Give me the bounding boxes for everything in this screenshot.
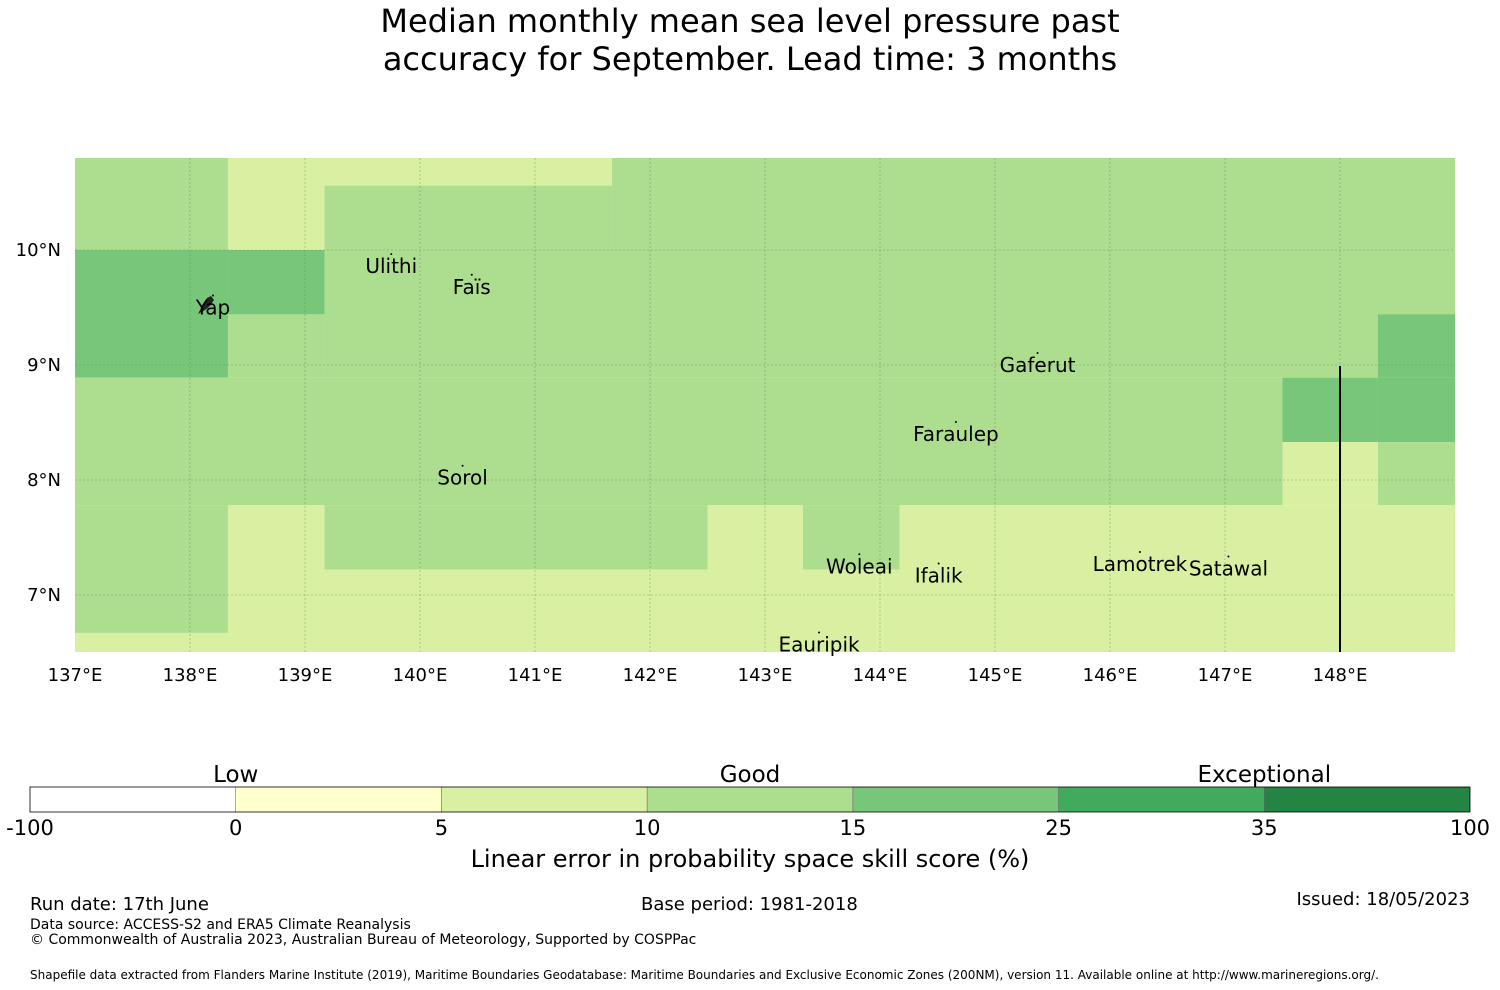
- place-label: Ifalik: [915, 563, 963, 587]
- heatmap-cell-23: [899, 505, 1455, 652]
- x-tick-label: 140°E: [393, 665, 448, 686]
- chart-title: Median monthly mean sea level pressure p…: [0, 2, 1500, 78]
- heatmap-cell-2: [324, 158, 613, 186]
- colorbar-bin: [1058, 787, 1265, 812]
- heatmap-cell-8: [324, 250, 1455, 378]
- heatmap-cell-21: [802, 505, 900, 570]
- island-dot: [1036, 352, 1039, 354]
- x-tick-label: 138°E: [163, 665, 218, 686]
- island-dot: [1227, 555, 1230, 558]
- colorbar-category-label: Low: [213, 762, 258, 788]
- heatmap-cell-16: [75, 632, 228, 652]
- x-tick-label: 147°E: [1198, 665, 1253, 686]
- colorbar-bin: [1264, 787, 1470, 812]
- colorbar-bin: [235, 787, 442, 812]
- heatmap-cell-4: [612, 158, 1455, 250]
- colorbar-tick-label: 15: [839, 816, 866, 840]
- colorbar-bin: [852, 787, 1059, 812]
- x-tick-label: 141°E: [508, 665, 563, 686]
- place-label: Eauripik: [778, 632, 860, 656]
- map-features: [198, 296, 1341, 652]
- place-label: Faïs: [453, 275, 491, 299]
- island-dot: [818, 631, 821, 634]
- heatmap-cell-12: [1377, 377, 1455, 443]
- island-dot: [1138, 550, 1141, 553]
- colorbar-bin: [441, 787, 648, 812]
- colorbar-tick-label: 35: [1251, 816, 1278, 840]
- shapefile-credit: Shapefile data extracted from Flanders M…: [30, 968, 1379, 982]
- title-line-2: accuracy for September. Lead time: 3 mon…: [382, 40, 1118, 78]
- run-date: Run date: 17th June: [30, 894, 209, 915]
- y-tick-label: 7°N: [27, 585, 61, 606]
- y-tick-label: 10°N: [16, 240, 61, 261]
- heatmap-cell-18: [324, 505, 708, 570]
- place-label: Faraulep: [913, 422, 999, 446]
- colorbar-tick-label: 25: [1045, 816, 1072, 840]
- colorbar-category-label: Exceptional: [1197, 762, 1331, 788]
- x-tick-label: 144°E: [853, 665, 908, 686]
- place-label: Satawal: [1189, 557, 1268, 581]
- island-dot: [390, 253, 393, 256]
- island-dot: [937, 562, 940, 565]
- x-tick-label: 143°E: [738, 665, 793, 686]
- place-labels: Ulithi Faïs Yap Gaferut Faraulep Sorol Woleai I…: [195, 253, 1268, 656]
- island-dot: [954, 421, 957, 423]
- map-axis-ticks: 137°E 138°E 139°E 140°E 141°E 142°E 143°E 144°E…: [16, 240, 1368, 686]
- title-line-1: Median monthly mean sea level pressure p…: [380, 2, 1120, 40]
- heatmap-cell-11: [1282, 377, 1378, 443]
- place-label: Sorol: [437, 466, 488, 490]
- heatmap-cell-13: [1282, 442, 1378, 506]
- x-tick-label: 146°E: [1083, 665, 1138, 686]
- place-label: Gaferut: [1000, 353, 1076, 377]
- x-tick-label: 142°E: [623, 665, 678, 686]
- place-label: Lamotrek: [1093, 552, 1188, 576]
- heatmap-cell-15: [75, 505, 228, 633]
- heatmap-cell-14: [1377, 442, 1455, 506]
- island-dot: [470, 273, 473, 276]
- yap-island-shape: [198, 296, 214, 314]
- island-dot: [858, 553, 861, 556]
- colorbar-frame: [29, 786, 1471, 813]
- island-dot: [461, 464, 464, 467]
- colorbar-tick-label: 0: [229, 816, 242, 840]
- y-tick-label: 8°N: [27, 470, 61, 491]
- colorbar-tick-label: 100: [1450, 816, 1490, 840]
- heatmap-cell-7: [227, 314, 325, 378]
- heatmap-cell-6: [227, 250, 325, 315]
- colorbar: -100 0 5 10 15 25 35 100 Low Good Exceptional: [6, 762, 1490, 840]
- place-label: Yap: [195, 296, 230, 320]
- colorbar-tick-label: 5: [435, 816, 448, 840]
- colorbar-tick-label: 10: [634, 816, 661, 840]
- colorbar-tick-label: -100: [6, 816, 54, 840]
- map-gridlines: [75, 158, 1455, 652]
- heatmap-cell-0: [75, 158, 228, 250]
- y-tick-label: 9°N: [27, 355, 61, 376]
- heatmap-cells: [75, 158, 1455, 652]
- base-period: Base period: 1981-2018: [641, 894, 858, 915]
- colorbar-bin: [647, 787, 853, 812]
- colorbar-bin: [30, 787, 236, 812]
- x-tick-label: 145°E: [968, 665, 1023, 686]
- heatmap-cell-9: [1377, 314, 1455, 378]
- heatmap-cell-20: [707, 505, 803, 652]
- colorbar-category-label: Good: [720, 762, 781, 788]
- heatmap-cell-5: [75, 250, 228, 378]
- heatmap-cell-22: [802, 569, 900, 652]
- data-source: Data source: ACCESS-S2 and ERA5 Climate …: [30, 917, 411, 933]
- heatmap-cell-3: [324, 185, 613, 250]
- place-label: Ulithi: [365, 254, 417, 278]
- copyright: © Commonwealth of Australia 2023, Austra…: [30, 932, 697, 948]
- issued-date: Issued: 18/05/2023: [1296, 889, 1470, 910]
- place-label: Woleai: [826, 554, 893, 578]
- heatmap-cell-10: [75, 377, 1283, 506]
- colorbar-label: Linear error in probability space skill …: [470, 845, 1030, 873]
- x-tick-label: 137°E: [48, 665, 103, 686]
- heatmap-cell-19: [324, 569, 708, 652]
- x-tick-label: 148°E: [1313, 665, 1368, 686]
- heatmap-cell-17: [227, 505, 325, 652]
- x-tick-label: 139°E: [278, 665, 333, 686]
- heatmap-cell-1: [227, 158, 325, 250]
- island-dot: [212, 294, 214, 297]
